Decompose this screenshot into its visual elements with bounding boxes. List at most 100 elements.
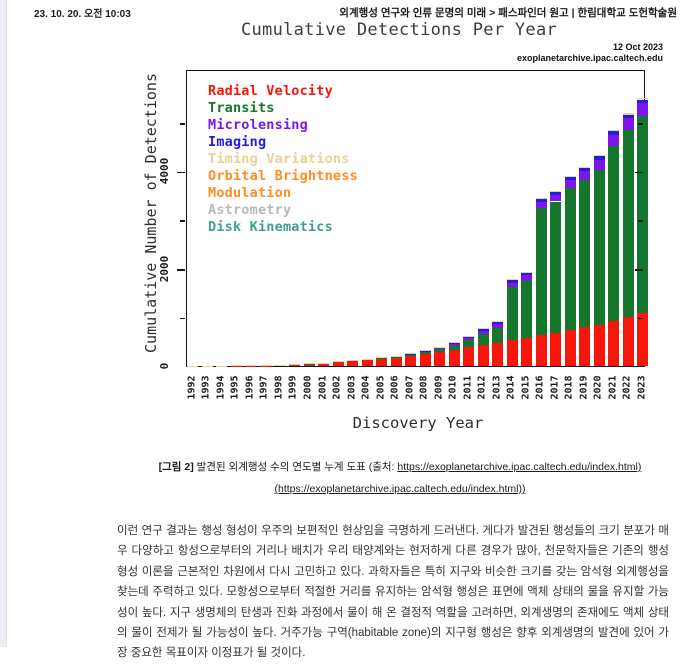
bar-segment-2023-transits (637, 115, 649, 314)
x-tick-label-1993: 1993 (200, 375, 212, 400)
bar-segment-2008-radial-velocity (419, 353, 431, 366)
x-tick-label-2015: 2015 (520, 375, 532, 400)
x-axis-tick-labels: 1992 1993 1994 1995 1996 1997 1998 1999 2000 2001… (186, 367, 648, 409)
bar-segment-2013-radial-velocity (492, 342, 504, 366)
bar-segment-1993-other (201, 365, 213, 366)
x-tick-label-2013: 2013 (491, 375, 503, 400)
legend-item-transits: Transits (208, 100, 275, 116)
bar-segment-2007-other (405, 353, 417, 354)
bar-segment-2012-other (477, 328, 489, 330)
bar-segment-2006-transits (390, 356, 402, 358)
bar-segment-1997-other (259, 365, 271, 366)
bar-segment-2021-other (608, 130, 620, 132)
legend-item-microlensing: Microlensing (208, 117, 308, 133)
x-tick-label-2019: 2019 (578, 375, 590, 400)
x-tick-label-2022: 2022 (621, 375, 633, 400)
bar-segment-2001-radial-velocity (318, 363, 329, 366)
bar-segment-2021-radial-velocity (608, 321, 620, 366)
bar-segment-2015-imaging (521, 272, 533, 276)
bar-segment-2010-radial-velocity (448, 349, 460, 366)
legend-item-orbital-brightness-modulation: Orbital Brightness Modulation (208, 168, 358, 201)
bar-segment-2017-microlensing (550, 194, 562, 202)
bar-segment-2015-transits (521, 280, 533, 338)
bar-segment-2008-imaging (419, 350, 431, 352)
bar-segment-1995-other (230, 365, 242, 366)
tick-left-1000 (180, 317, 186, 320)
y-tick-label-4000: 4000 (158, 157, 171, 185)
bar-segment-2021-imaging (608, 131, 620, 135)
x-tick-label-2002: 2002 (331, 375, 343, 400)
bar-segment-2015-other (521, 271, 533, 273)
x-tick-label-2009: 2009 (433, 375, 445, 400)
bar-segment-2004-other (361, 358, 373, 360)
bar-segment-2011-radial-velocity (463, 346, 475, 366)
y-tick-label-2000: 2000 (158, 255, 171, 282)
bar-segment-2011-other (463, 335, 475, 337)
bar-segment-2021-microlensing (608, 134, 620, 146)
bar-segment-2018-imaging (564, 177, 576, 181)
x-tick-label-1992: 1992 (186, 375, 198, 400)
chart-legend: Radial Velocity Transits Microlensing Imagi… (208, 83, 426, 236)
y-tick-label-0: 0 (158, 362, 171, 370)
bar-segment-2013-imaging (492, 322, 504, 325)
bar-segment-1996-other (245, 365, 257, 366)
bar-segment-2019-other (579, 166, 591, 168)
bar-segment-2016-other (535, 197, 547, 199)
bar-segment-2014-transits (506, 287, 518, 340)
figure-caption-line2: (https://exoplanetarchive.ipac.caltech.e… (275, 483, 526, 495)
x-tick-label-1999: 1999 (287, 375, 299, 400)
y-axis-title: Cumulative Number of Detections (142, 73, 160, 353)
bar-segment-2012-microlensing (477, 330, 489, 334)
bar-segment-2020-other (593, 155, 605, 157)
x-tick-label-2014: 2014 (505, 375, 517, 400)
x-tick-label-2006: 2006 (389, 375, 401, 400)
x-tick-label-2023: 2023 (636, 375, 648, 400)
bar-segment-2000-radial-velocity (303, 364, 315, 366)
bar-segment-2020-microlensing (593, 159, 605, 170)
bar-segment-1998-radial-velocity (274, 365, 286, 366)
bar-segment-2013-transits (492, 327, 504, 343)
tick-left-5000 (180, 123, 186, 125)
bar-segment-2018-microlensing (564, 180, 576, 188)
x-tick-label-2004: 2004 (360, 375, 372, 400)
bar-segment-2012-transits (477, 333, 489, 345)
bar-segment-2017-radial-velocity (550, 332, 562, 366)
bar-segment-2013-microlensing (492, 324, 504, 328)
bar-segment-2016-imaging (535, 198, 547, 202)
chart-plot-area: Radial Velocity Transits Microlensing Imagi… (177, 70, 649, 367)
tick-right-5000 (637, 123, 643, 125)
bar-segment-2014-microlensing (506, 282, 518, 288)
bar-segment-2012-imaging (477, 329, 489, 331)
bar-segment-2007-microlensing (405, 354, 417, 355)
bar-segment-2005-radial-velocity (376, 358, 388, 366)
bar-segment-2003-radial-velocity (347, 360, 358, 366)
tick-right-2000 (634, 269, 643, 271)
bar-segment-2014-other (506, 279, 518, 281)
x-tick-label-1998: 1998 (273, 375, 285, 400)
tick-left-3000 (180, 220, 186, 222)
bar-segment-2008-transits (419, 352, 431, 354)
body-paragraph: 이런 연구 결과는 행성 형성이 우주의 보편적인 현상임을 극명하게 드러낸다… (117, 525, 669, 660)
figure-caption-link2[interactable]: (https://exoplanetarchive.ipac.caltech.e… (274, 483, 526, 495)
bar-segment-1999-other (288, 364, 300, 365)
bar-segment-2020-transits (593, 169, 605, 325)
x-tick-label-2003: 2003 (346, 375, 357, 400)
bar-segment-1994-other (216, 365, 228, 366)
chart-source-url: exoplanetarchive.ipac.caltech.edu (516, 53, 663, 63)
tick-right-1000 (637, 317, 643, 320)
x-tick-label-2012: 2012 (476, 375, 488, 400)
bar-segment-2002-other (332, 361, 344, 362)
figure-caption-link1[interactable]: https://exoplanetarchive.ipac.caltech.ed… (397, 461, 642, 473)
header-breadcrumb: 외계행성 연구와 인류 문명의 미래 > 패스파인더 원고 | 한림대학교 도헌… (339, 7, 677, 19)
bar-segment-2019-transits (579, 179, 591, 328)
tick-left-4000 (177, 171, 186, 174)
bar-segment-2019-imaging (579, 167, 591, 171)
chart-date-stamp: 12 Oct 2023 (612, 42, 663, 52)
bar-segment-2021-transits (608, 145, 620, 322)
bar-segment-2015-radial-velocity (521, 337, 533, 366)
bar-segment-2004-transits (361, 359, 373, 360)
bar-segment-2017-imaging (550, 191, 562, 195)
bar-segment-2009-microlensing (434, 348, 446, 350)
bar-segment-2013-other (492, 321, 504, 322)
bar-segment-2016-radial-velocity (535, 334, 547, 366)
